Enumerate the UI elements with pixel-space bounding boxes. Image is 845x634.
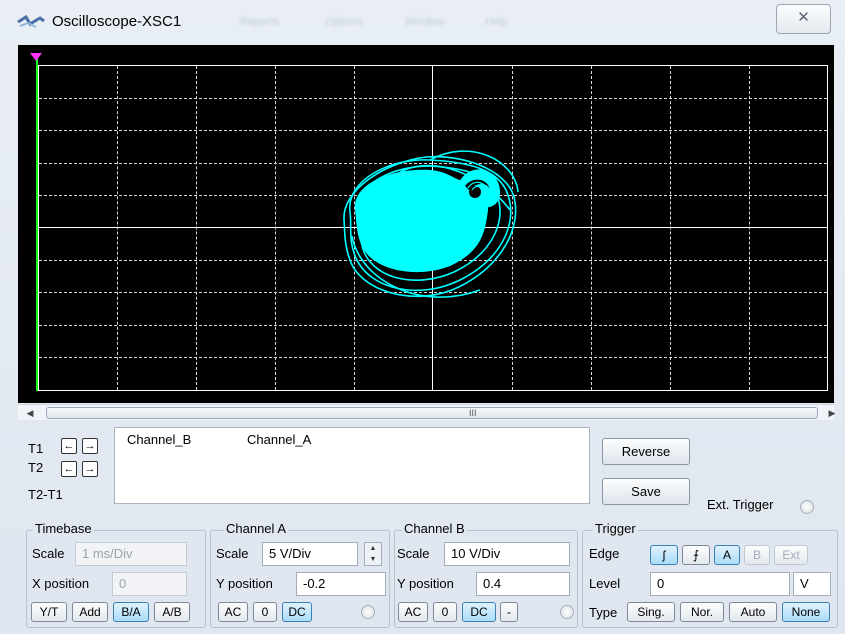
grid-line-horizontal [39, 163, 827, 164]
reverse-button[interactable]: Reverse [602, 438, 690, 465]
channel-b-invert-button[interactable]: - [500, 602, 518, 622]
trigger-single-button[interactable]: Sing. [627, 602, 675, 622]
grid-line-vertical [354, 66, 355, 390]
trigger-type-label: Type [589, 605, 618, 620]
timebase-scale-field[interactable]: 1 ms/Div [75, 542, 187, 566]
grid-line-vertical [749, 66, 750, 390]
t1-left-arrow-icon[interactable]: ← [61, 438, 77, 454]
ghost-menu-item: Reports [240, 16, 279, 28]
channel-a-ac-button[interactable]: AC [218, 602, 248, 622]
ghost-menu-item: Options [325, 16, 363, 28]
mode-ab-button[interactable]: A/B [154, 602, 190, 622]
column-header-channel-b: Channel_B [127, 432, 192, 447]
channel-a-terminal[interactable] [361, 605, 375, 619]
channel-b-ypos-label: Y position [397, 576, 454, 591]
mode-yt-button[interactable]: Y/T [31, 602, 67, 622]
channel-a-scale-field[interactable]: 5 V/Div [262, 542, 358, 566]
spin-down-icon[interactable]: ▼ [369, 556, 377, 563]
scope-graticule-border [38, 65, 828, 391]
channel-a-dc-button[interactable]: DC [282, 602, 312, 622]
rising-edge-icon[interactable]: ʃ [650, 545, 678, 565]
scrollbar-grip-icon: III [469, 408, 477, 418]
ext-trigger-label: Ext. Trigger [707, 497, 774, 512]
cursor-t1-marker[interactable] [30, 53, 42, 61]
t1-right-arrow-icon[interactable]: → [82, 438, 98, 454]
trigger-level-unit: V [793, 572, 831, 596]
channel-b-zero-button[interactable]: 0 [433, 602, 457, 622]
timebase-group [26, 530, 206, 628]
cursor-readout-panel: T1 ← → T2 ← → T2-T1 Channel_B Channel_A [22, 425, 590, 515]
scroll-left-icon[interactable]: ◀ [26, 408, 34, 418]
grid-line-horizontal [39, 357, 827, 358]
trigger-auto-button[interactable]: Auto [729, 602, 777, 622]
t1-label: T1 [28, 441, 44, 456]
grid-line-vertical [196, 66, 197, 390]
spin-up-icon[interactable]: ▲ [369, 545, 377, 552]
horizontal-scrollbar[interactable]: ◀ III ▶ [18, 404, 835, 420]
ghost-menu-item: Help [485, 16, 508, 28]
t2-right-arrow-icon[interactable]: → [82, 461, 98, 477]
channel-a-scale-spinner[interactable]: ▲ ▼ [364, 542, 382, 566]
trigger-source-b-button[interactable]: B [744, 545, 770, 565]
channel-b-group [394, 530, 578, 628]
cursor-t1-line[interactable] [36, 58, 38, 391]
t2-left-arrow-icon[interactable]: ← [61, 461, 77, 477]
save-button[interactable]: Save [602, 478, 690, 505]
channel-a-ypos-label: Y position [216, 576, 273, 591]
grid-line-horizontal [39, 130, 827, 131]
mode-ba-button[interactable]: B/A [113, 602, 149, 622]
trigger-edge-label: Edge [589, 546, 620, 561]
ghost-menu-item: Window [405, 16, 445, 28]
grid-line-vertical [117, 66, 118, 390]
scroll-right-icon[interactable]: ▶ [828, 408, 836, 418]
trigger-source-a-button[interactable]: A [714, 545, 740, 565]
grid-line-horizontal [39, 325, 827, 326]
t2-label: T2 [28, 460, 44, 475]
trigger-normal-button[interactable]: Nor. [680, 602, 724, 622]
channel-b-ac-button[interactable]: AC [398, 602, 428, 622]
scrollbar-thumb[interactable]: III [46, 407, 818, 419]
window-title: Oscilloscope-XSC1 [52, 13, 182, 30]
channel-a-scale-label: Scale [216, 546, 249, 561]
channel-b-ypos-field[interactable]: 0.4 [476, 572, 570, 596]
trigger-level-label: Level [589, 576, 621, 591]
trigger-title: Trigger [593, 521, 638, 536]
oscilloscope-app-icon [17, 14, 45, 28]
grid-line-horizontal [39, 292, 827, 293]
cursor-readout-table: Channel_B Channel_A [114, 427, 590, 504]
trigger-source-ext-button[interactable]: Ext [774, 545, 808, 565]
grid-line-vertical [591, 66, 592, 390]
column-header-channel-a: Channel_A [247, 432, 312, 447]
timebase-scale-label: Scale [32, 546, 65, 561]
close-button[interactable]: ✕ [776, 4, 831, 34]
grid-line-vertical [275, 66, 276, 390]
channel-b-scale-field[interactable]: 10 V/Div [444, 542, 570, 566]
x-position-field[interactable]: 0 [112, 572, 187, 596]
trigger-level-field[interactable]: 0 [650, 572, 790, 596]
x-position-label: X position [32, 576, 90, 591]
channel-b-scale-label: Scale [397, 546, 430, 561]
grid-line-horizontal [39, 98, 827, 99]
mode-add-button[interactable]: Add [72, 602, 108, 622]
channel-b-dc-button[interactable]: DC [462, 602, 496, 622]
channel-a-zero-button[interactable]: 0 [253, 602, 277, 622]
timebase-title: Timebase [33, 521, 94, 536]
trigger-none-button[interactable]: None [782, 602, 830, 622]
channel-b-title: Channel B [402, 521, 467, 536]
lissajous-trace [343, 150, 519, 298]
channel-a-ypos-field[interactable]: -0.2 [296, 572, 386, 596]
ext-trigger-terminal[interactable] [800, 500, 814, 514]
title-bar: Oscilloscope-XSC1 Reports Options Window… [0, 0, 845, 40]
channel-a-title: Channel A [224, 521, 288, 536]
falling-edge-icon[interactable]: ⨍ [682, 545, 710, 565]
channel-b-terminal[interactable] [560, 605, 574, 619]
grid-line-vertical [670, 66, 671, 390]
trigger-group [582, 530, 838, 628]
channel-a-group [210, 530, 390, 628]
t2-t1-label: T2-T1 [28, 487, 63, 502]
